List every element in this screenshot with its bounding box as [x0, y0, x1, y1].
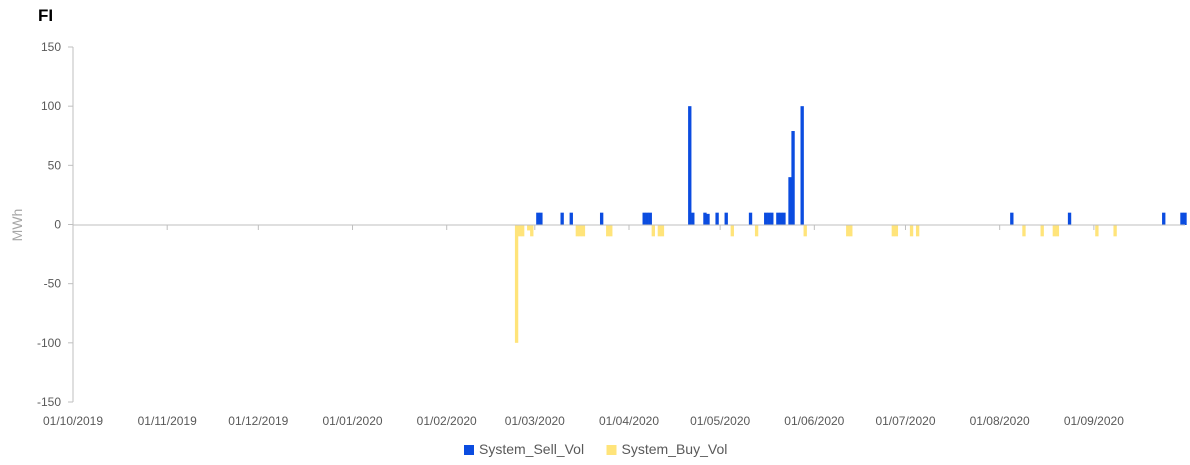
y-tick-label: -150	[37, 395, 61, 409]
sell-bar	[748, 212, 753, 225]
buy-bar	[606, 225, 610, 237]
legend-swatch	[606, 445, 617, 455]
buy-bar	[520, 225, 525, 237]
x-tick-label: 01/04/2020	[599, 414, 659, 428]
sell-bar	[791, 131, 795, 225]
sell-bar	[706, 213, 710, 225]
x-tick-label: 01/01/2020	[322, 414, 382, 428]
buy-bar	[1040, 225, 1044, 237]
buy-bar	[581, 225, 586, 237]
buy-bar	[803, 225, 807, 237]
sell-bar	[1010, 212, 1014, 225]
y-tick-label: 0	[54, 218, 61, 232]
buy-bar	[891, 225, 895, 237]
buy-bar	[517, 225, 522, 237]
sell-bar	[691, 212, 695, 225]
sell-bar	[788, 177, 792, 225]
buy-bar	[849, 225, 853, 237]
sell-bar	[800, 106, 804, 225]
sell-bar	[767, 212, 771, 225]
x-tick-label: 01/09/2020	[1064, 414, 1124, 428]
x-tick-label: 01/08/2020	[970, 414, 1030, 428]
x-tick-label: 01/03/2020	[505, 414, 565, 428]
buy-bar	[1113, 225, 1117, 237]
x-tick-label: 01/05/2020	[690, 414, 750, 428]
buy-bar	[575, 225, 580, 237]
legend-label: System_Sell_Vol	[479, 441, 584, 457]
sell-bar	[688, 106, 692, 225]
x-tick-label: 01/02/2020	[417, 414, 477, 428]
sell-bar	[782, 212, 786, 225]
buy-bar	[660, 225, 665, 237]
sell-bar	[724, 212, 728, 225]
buy-bar	[1052, 225, 1057, 237]
sell-bar	[776, 212, 780, 225]
buy-bar	[514, 225, 519, 343]
y-tick-label: 150	[41, 40, 61, 54]
x-tick-label: 01/10/2019	[43, 414, 103, 428]
y-tick-label: 50	[48, 158, 62, 172]
sell-bar	[1180, 212, 1184, 225]
buy-bar	[609, 225, 613, 237]
sell-bar	[642, 212, 646, 225]
sell-bar	[1183, 212, 1187, 225]
buy-bar	[1022, 225, 1026, 237]
buy-bar	[530, 225, 534, 237]
buy-bar	[527, 225, 531, 231]
y-tick-label: -50	[44, 277, 62, 291]
y-axis-title: MWh	[9, 209, 25, 242]
sell-bar	[560, 212, 564, 225]
chart-title: FI	[38, 6, 54, 25]
sell-bar	[539, 212, 543, 225]
sell-bar	[1067, 212, 1072, 225]
buy-bar	[894, 225, 899, 237]
buy-bar	[657, 225, 662, 237]
sell-bar	[779, 212, 783, 225]
sell-bar	[770, 212, 774, 225]
sell-bar	[536, 212, 540, 225]
legend-swatch	[464, 445, 474, 455]
y-tick-label: -100	[37, 336, 61, 350]
legend-label: System_Buy_Vol	[622, 441, 728, 457]
x-tick-label: 01/07/2020	[875, 414, 935, 428]
buy-bar	[651, 225, 655, 237]
buy-bar	[915, 225, 920, 237]
x-tick-label: 01/12/2019	[228, 414, 288, 428]
sell-bar	[703, 212, 707, 225]
sell-bar	[715, 212, 719, 225]
buy-bar	[909, 225, 914, 237]
sell-bar	[764, 212, 768, 225]
buy-bar	[754, 225, 759, 237]
x-tick-label: 01/06/2020	[784, 414, 844, 428]
x-tick-label: 01/11/2019	[138, 414, 197, 428]
buy-bar	[1095, 225, 1099, 237]
buy-bar	[578, 225, 583, 237]
y-tick-label: 100	[41, 99, 61, 113]
sell-bar	[569, 212, 573, 225]
sell-bar	[648, 212, 652, 225]
buy-bar	[730, 225, 734, 237]
sell-bar	[645, 212, 649, 225]
sell-bar	[1162, 212, 1166, 225]
sell-bar	[599, 212, 604, 225]
buy-bar	[846, 225, 850, 237]
buy-bar	[1055, 225, 1060, 237]
